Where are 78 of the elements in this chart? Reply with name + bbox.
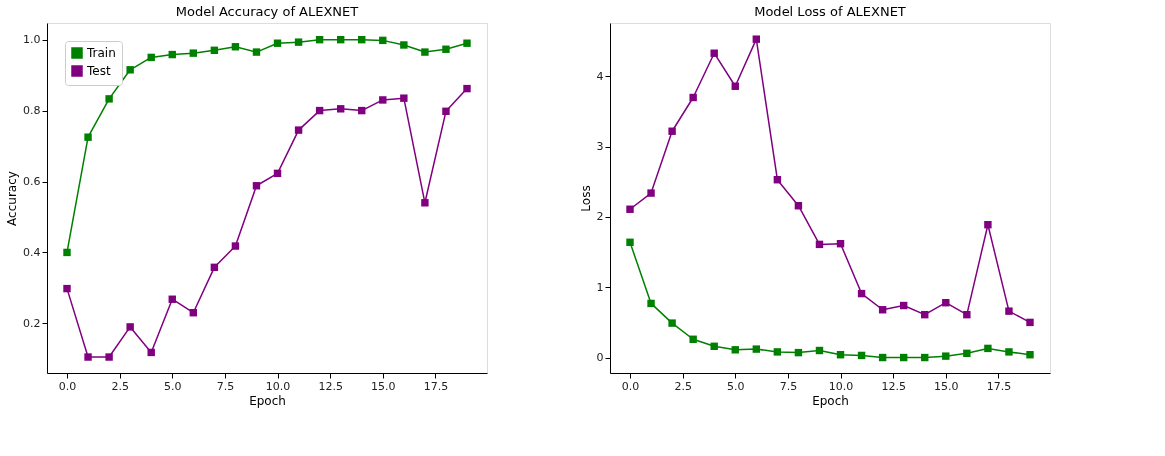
point (1005, 307, 1013, 315)
point (126, 66, 134, 74)
chart-title: Model Accuracy of ALEXNET (175, 4, 359, 19)
point (1005, 348, 1013, 356)
point (421, 199, 429, 207)
legend-label: Test (86, 64, 111, 78)
point (63, 248, 71, 257)
y-tick-label: 4 (596, 69, 604, 83)
x-tick-label: 17.5 (423, 379, 449, 393)
point (963, 310, 971, 319)
y-tick-label: 1.0 (23, 33, 41, 47)
point (984, 221, 992, 229)
point (105, 353, 113, 361)
x-tick-label: 5.0 (727, 379, 745, 393)
point (294, 38, 303, 46)
point (626, 238, 634, 246)
point (689, 93, 697, 102)
x-tick-label: 2.5 (674, 379, 692, 393)
y-tick-label: 0.4 (23, 245, 41, 259)
x-tick-label: 2.5 (111, 379, 129, 393)
point (379, 96, 387, 104)
x-tick-label: 15.0 (934, 379, 959, 393)
point (752, 345, 761, 353)
point (463, 39, 471, 47)
point (400, 94, 408, 102)
y-tick-label: 0 (596, 351, 604, 365)
point (84, 353, 92, 361)
point (336, 105, 345, 113)
x-tick-label: 5.0 (164, 379, 182, 393)
point (668, 319, 676, 327)
x-tick-label: 10.0 (828, 379, 854, 393)
x-axis-title: Epoch (249, 393, 286, 408)
legend-label: Train (86, 46, 116, 60)
point (126, 323, 134, 331)
point (105, 95, 113, 103)
point (189, 49, 198, 57)
point (773, 348, 782, 356)
y-tick-label: 0.8 (23, 104, 41, 118)
point (63, 284, 71, 293)
x-tick-label: 7.5 (216, 379, 235, 393)
point (400, 41, 408, 49)
y-tick-label: 1 (596, 280, 604, 294)
point (752, 35, 761, 43)
x-tick-label: 15.0 (371, 379, 396, 393)
x-tick-label: 12.5 (881, 379, 906, 393)
x-tick-label: 0.0 (621, 379, 640, 393)
point (421, 48, 429, 56)
y-axis-title: Accuracy (5, 171, 20, 226)
point (84, 133, 92, 141)
point (463, 84, 471, 93)
point (1026, 318, 1034, 327)
point (668, 127, 676, 135)
x-tick-label: 10.0 (265, 379, 291, 393)
point (442, 107, 450, 116)
point (731, 346, 739, 354)
point (231, 242, 240, 250)
chart-title: Model Loss of ALEXNET (754, 4, 906, 19)
x-tick-label: 17.5 (986, 379, 1012, 393)
point (689, 335, 697, 343)
y-tick-label: 3 (596, 140, 604, 154)
y-tick-label: 2 (596, 210, 604, 224)
point (647, 189, 655, 197)
y-tick-label: 0.6 (23, 175, 41, 189)
point (984, 344, 992, 353)
point (942, 352, 950, 360)
point (963, 349, 971, 358)
x-axis-title: Epoch (812, 393, 849, 408)
point (252, 48, 261, 56)
point (647, 299, 655, 308)
y-axis-title: Loss (578, 185, 593, 212)
point (626, 205, 634, 213)
x-tick-label: 7.5 (779, 379, 798, 393)
y-tick-label: 0.2 (23, 316, 41, 330)
point (1026, 351, 1034, 359)
x-tick-label: 12.5 (318, 379, 343, 393)
point (294, 126, 303, 134)
point (442, 45, 450, 53)
x-tick-label: 0.0 (58, 379, 77, 393)
